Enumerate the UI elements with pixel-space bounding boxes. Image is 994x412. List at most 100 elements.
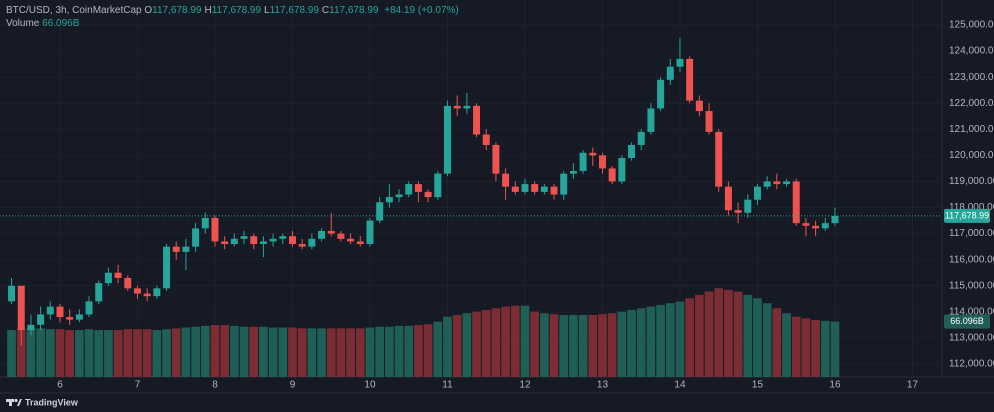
volume-bar (656, 304, 665, 377)
volume-bar (16, 329, 26, 377)
candle-body (473, 105, 481, 135)
y-tick-label: 116,000.00 (949, 254, 994, 265)
candle-body (482, 134, 490, 145)
symbol: BTC/USD, 3h, CoinMarketCap (6, 5, 142, 16)
ohlc: O117,678.99 H117,678.99 L117,678.99 C117,67… (144, 5, 381, 16)
volume-bar (317, 328, 326, 377)
volume-bar (288, 327, 297, 377)
volume-bar (104, 330, 113, 377)
candle-body (259, 241, 267, 245)
volume-bar (743, 294, 753, 377)
candle-body (182, 246, 190, 252)
candle-body (695, 100, 703, 112)
candle-body (715, 131, 723, 187)
candle-body (95, 283, 103, 302)
y-tick-label: 120,000.00 (949, 150, 994, 161)
volume-bar (113, 330, 123, 377)
x-tick-label: 13 (597, 380, 609, 391)
candle-body (250, 236, 258, 245)
y-tick-label: 114,000.00 (949, 306, 994, 317)
candle-body (647, 108, 655, 132)
candle-body (395, 194, 403, 198)
volume-bar (685, 298, 695, 377)
volume-bar (414, 325, 423, 377)
y-tick-label: 113,000.00 (949, 333, 994, 344)
candle-body (356, 241, 364, 245)
volume-bar (501, 306, 510, 377)
y-tick-label: 118,000.00 (949, 202, 994, 213)
x-tick-label: 8 (212, 380, 218, 391)
volume-bar (646, 306, 656, 377)
logo-part (14, 398, 18, 403)
candle-body (540, 186, 548, 192)
volume-bar (278, 327, 288, 377)
candle-body (114, 272, 122, 278)
volume-bar (491, 308, 501, 377)
volume-pane (7, 288, 840, 377)
candle-body (783, 181, 791, 185)
candle-body (608, 168, 616, 182)
volume-bar (268, 327, 278, 377)
candle-body (240, 236, 248, 239)
volume-value: 66.096B (42, 18, 80, 29)
change: +84.19 (+0.07%) (384, 5, 459, 16)
x-tick-label: 10 (364, 380, 376, 391)
y-tick-label: 123,000.00 (949, 72, 994, 83)
volume-bar (181, 327, 191, 377)
candle-body (230, 238, 238, 245)
candle-body (453, 105, 461, 109)
candle-body (802, 223, 810, 226)
volume-bar (772, 308, 782, 377)
volume-bar (259, 326, 268, 377)
candle-body (279, 236, 287, 239)
candle-body (8, 285, 16, 302)
volume-bar (230, 325, 239, 377)
candle-body (753, 186, 761, 200)
volume-bar (123, 329, 133, 377)
candle-body (502, 173, 510, 187)
volume-bar (385, 326, 394, 377)
x-tick-label: 14 (674, 380, 686, 391)
volume-bar (75, 330, 84, 377)
volume-bar (191, 326, 200, 377)
volume-bar (665, 303, 675, 377)
legend-line: BTC/USD, 3h, CoinMarketCap O117,678.99 H1… (6, 5, 459, 16)
candle-body (511, 186, 519, 192)
volume-bar (423, 324, 433, 377)
volume-bar (355, 328, 365, 377)
y-tick-label: 115,000.00 (949, 280, 994, 291)
candle-body (104, 272, 112, 284)
volume-bar (94, 330, 104, 377)
volume-bar (404, 325, 414, 377)
volume-bar (249, 326, 259, 377)
logo-part (9, 399, 12, 406)
x-tick-label: 9 (290, 380, 296, 391)
volume-bar (530, 311, 540, 377)
candle-body (337, 233, 345, 239)
volume-bar (307, 328, 317, 377)
ohlc-value: 117,678.99 (211, 5, 262, 16)
volume-bar (704, 291, 714, 377)
candle-body (288, 236, 296, 245)
volume-bar (297, 328, 307, 377)
candle-body (56, 306, 64, 318)
candle-body (17, 285, 25, 331)
volume-bar (549, 314, 559, 377)
volume-bar (588, 314, 598, 377)
volume-bar (7, 330, 16, 377)
candle-body (773, 181, 781, 185)
candle-body (812, 225, 820, 229)
volume-bar (636, 308, 646, 377)
volume-bar (210, 325, 220, 377)
volume-bar (520, 305, 530, 377)
candle-body (221, 241, 229, 245)
volume-bar (695, 294, 704, 377)
volume-bar (375, 326, 385, 377)
y-tick-label: 119,000.00 (949, 176, 994, 187)
logo-part (17, 399, 22, 406)
candle-body (521, 184, 529, 192)
candle-body (85, 301, 93, 315)
candle-body (637, 131, 645, 145)
candle-body (269, 238, 277, 242)
